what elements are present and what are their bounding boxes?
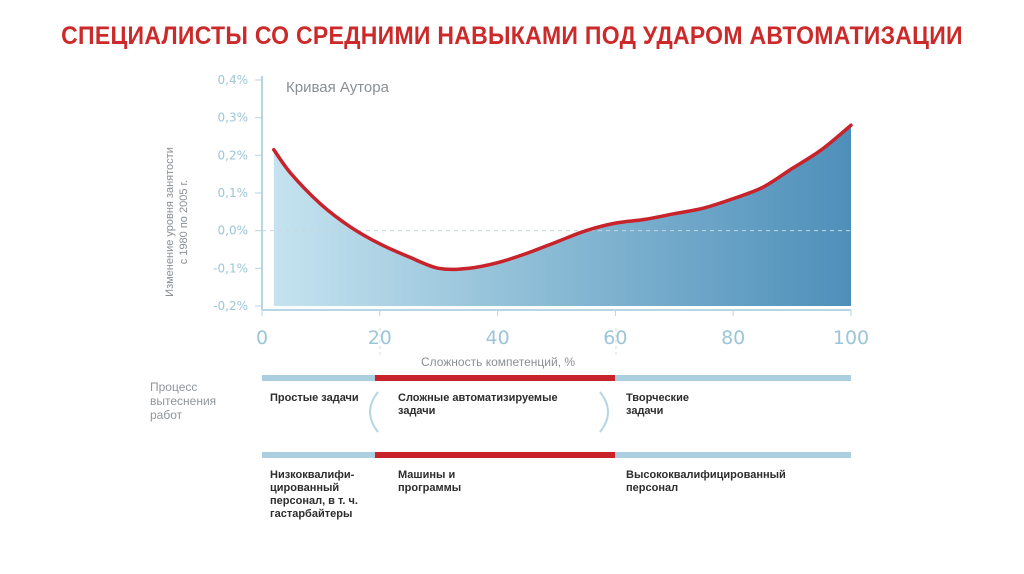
y-axis-label-line-1: Изменение уровня занятости [164,147,176,297]
x-tick-label: 100 [833,327,869,349]
y-tick-label: -0,2% [213,299,248,313]
y-tick-labels: 0,4% 0,3% 0,2% 0,1% 0,0% -0,1% -0,2% [213,73,262,313]
y-tick-label: -0,1% [213,261,248,275]
y-tick-label: 0,3% [218,111,249,125]
tasks-band-left [262,375,375,381]
area-fill-layer [273,125,851,306]
series-line [272,123,853,272]
y-axis-label-line-2: с 1980 по 2005 г. [178,180,190,264]
arrow-right-icon [599,391,609,433]
task-simple: Простые задачи [270,392,359,404]
y-tick-label: 0,2% [218,148,249,162]
chart-title: Кривая Аутора [286,79,390,96]
arrow-left-icon [369,391,379,433]
y-tick-label: 0,4% [218,73,249,87]
page-title: СПЕЦИАЛИСТЫ СО СРЕДНИМИ НАВЫКАМИ ПОД УДА… [61,22,963,50]
x-axis-label: Сложность компетенций, % [421,355,575,369]
x-tick-labels: 0 20 40 60 80 100 [256,310,869,349]
series-line-layer [272,123,853,272]
x-tick-label: 0 [256,327,268,349]
task-automatable: Сложные автоматизируемые задачи [398,392,558,417]
task-creative: Творческие задачи [626,392,689,417]
y-axis-label: Изменение уровня занятости с 1980 по 200… [164,147,190,297]
y-tick-label: 0,0% [218,224,249,238]
tasks-band-right [615,375,851,381]
y-tick-label: 0,1% [218,186,249,200]
x-tick-label: 60 [603,327,627,349]
workers-band-middle [375,452,615,458]
x-tick-label: 80 [721,327,745,349]
series-area [273,125,851,306]
workers-band-right [615,452,851,458]
x-tick-label: 40 [486,327,510,349]
workers-low-skilled: Низкоквалифи-цированный персонал, в т. ч… [270,469,358,520]
workers-high-skilled: Высококвалифицированный персонал [626,469,786,494]
workers-machines: Машины и программы [398,469,462,494]
x-tick-label: 20 [368,327,392,349]
workers-band-left [262,452,375,458]
tasks-band-middle [375,375,615,381]
process-label: Процесс вытеснения работ [150,380,217,422]
